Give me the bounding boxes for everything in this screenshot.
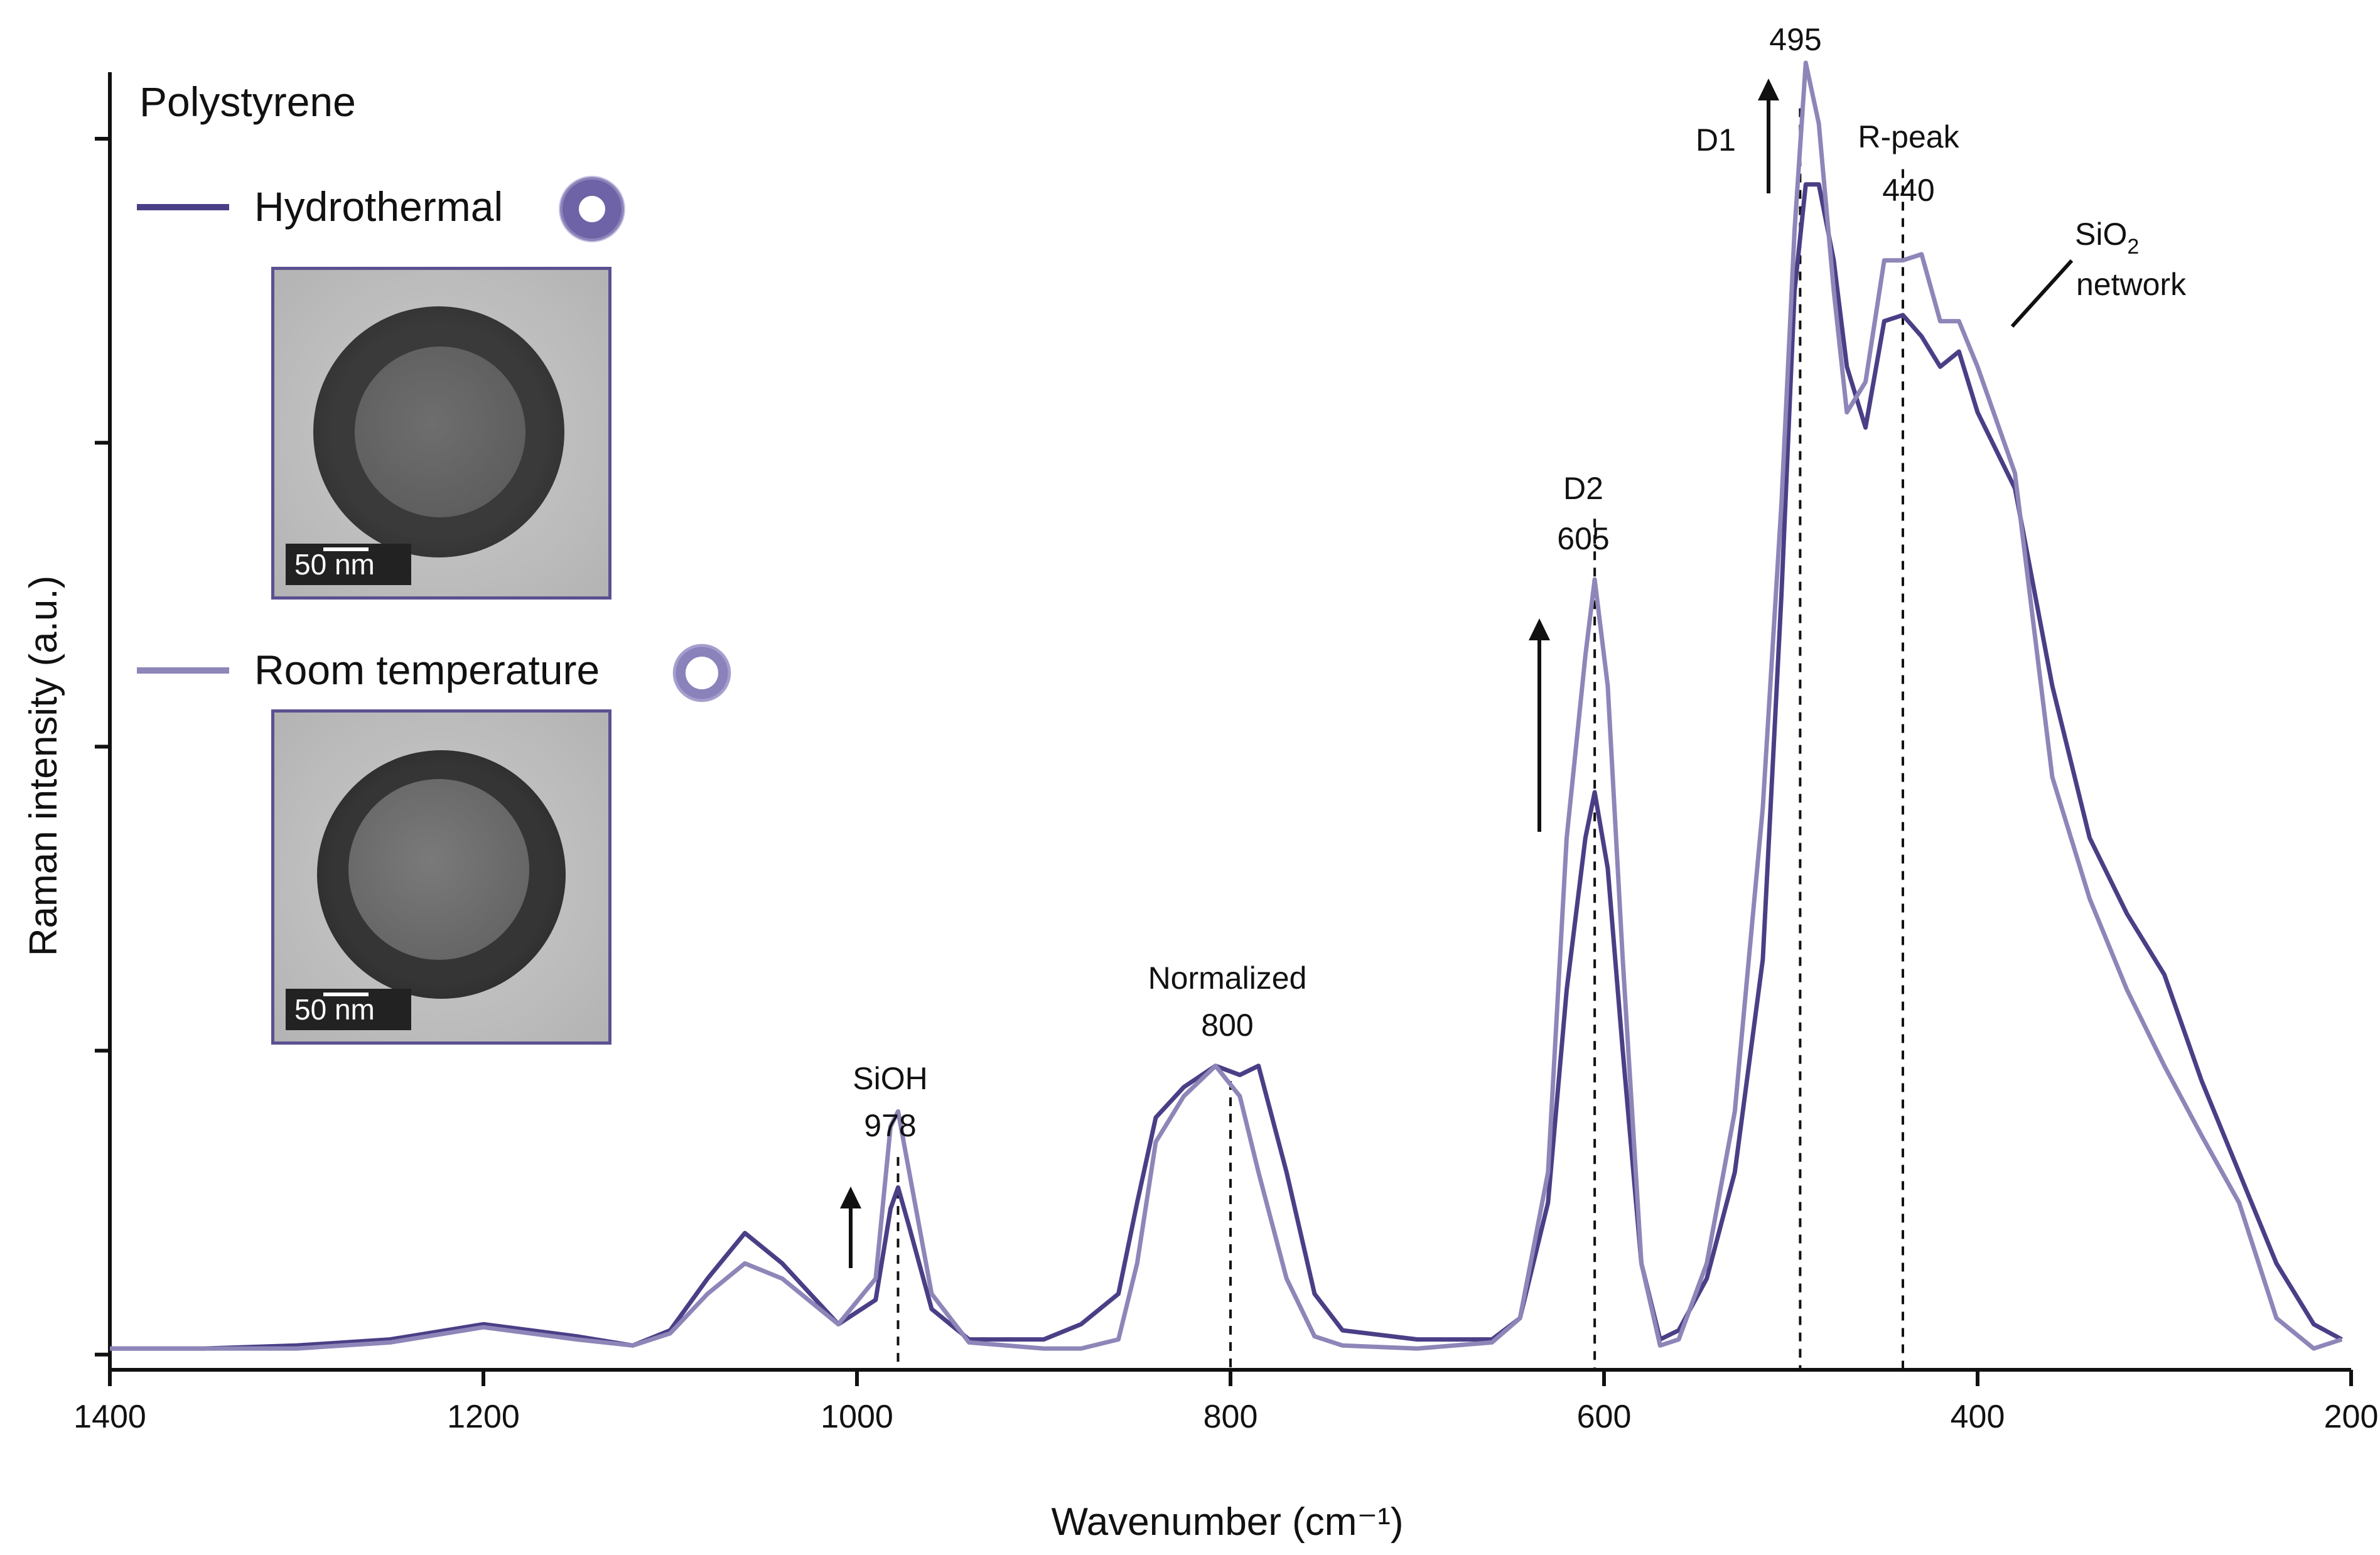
x-axis-label: Wavenumber (cm⁻¹): [1052, 1500, 1404, 1544]
tem-image-hydrothermal: 50 nm: [271, 267, 611, 600]
chart-title: Polystyrene: [139, 78, 356, 125]
peak-label: 978: [864, 1108, 916, 1143]
peak-label: network: [2076, 267, 2187, 302]
series-line-hydrothermal: [110, 182, 2343, 1351]
legend: Hydrothermal Room temperature: [137, 176, 731, 702]
x-tick-label: 1400: [73, 1399, 146, 1435]
x-tick-label: 400: [1951, 1399, 2005, 1435]
hollow-sphere-icon-hydrothermal: [560, 177, 624, 241]
hollow-sphere-icon-room-temperature: [673, 644, 731, 702]
peak-label: D2: [1563, 471, 1603, 506]
peak-guide-lines: [897, 108, 1904, 1370]
peak-label: Normalized: [1148, 960, 1307, 996]
y-ticks: [95, 137, 110, 1357]
sio2-network-pointer: [2010, 259, 2074, 328]
peak-label: 605: [1557, 521, 1609, 556]
peak-label: 440: [1882, 173, 1934, 208]
x-ticks: 1400 1200 1000 800 600 400 200: [73, 1370, 2378, 1435]
x-tick-label: 1000: [821, 1399, 893, 1435]
legend-label-hydrothermal: Hydrothermal: [254, 183, 503, 230]
scale-bar-50nm: 50 nm: [286, 989, 411, 1030]
peak-label: D1: [1696, 122, 1736, 158]
scale-bar-50nm: 50 nm: [286, 544, 411, 585]
x-tick-label: 1200: [447, 1399, 520, 1435]
x-tick-label: 600: [1577, 1399, 1632, 1435]
increase-arrows: [840, 78, 2074, 1268]
peak-label: 800: [1201, 1008, 1253, 1043]
tem-image-room-temperature: 50 nm: [271, 709, 611, 1045]
peak-label: SiOH: [853, 1061, 927, 1096]
series-line-room-temperature: [110, 60, 2343, 1351]
y-axis-label: Raman intensity (a.u.): [22, 576, 65, 956]
x-tick-label: 800: [1203, 1399, 1258, 1435]
legend-label-room-temperature: Room temperature: [254, 647, 600, 693]
peak-label: 495: [1769, 22, 1821, 57]
peak-label: R-peak: [1858, 119, 1959, 154]
peak-annotations: SiOH 978 Normalized 800 D2 605 D1 495 R-peak 440 S…: [853, 22, 2187, 1143]
peak-label: SiO2: [2075, 217, 2139, 259]
x-tick-label: 200: [2324, 1399, 2379, 1435]
series-lines: [110, 60, 2343, 1351]
